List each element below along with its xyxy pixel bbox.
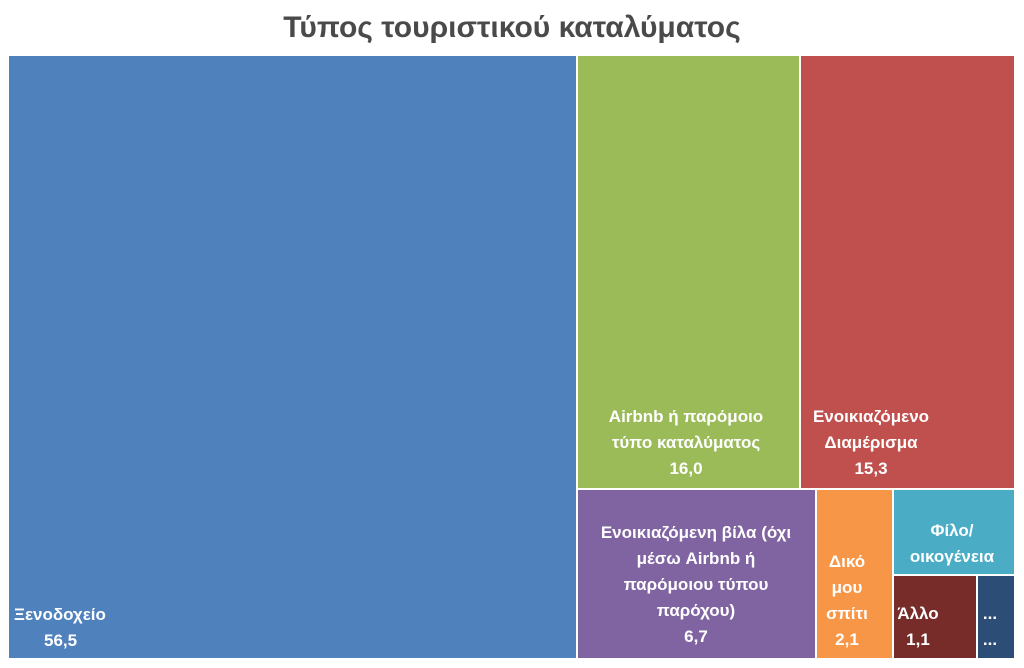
- treemap-tile-rect: [9, 56, 576, 658]
- treemap-tile-rect: [978, 576, 1014, 658]
- treemap-tile: Ξενοδοχείο 56,5: [9, 56, 576, 658]
- treemap-tile: Άλλο 1,1: [894, 576, 976, 658]
- tile-label: Δικό: [829, 552, 865, 571]
- tile-label: παρόχου): [657, 601, 735, 620]
- tile-label: Airbnb ή παρόμοιο: [609, 407, 763, 426]
- treemap-tile: Φίλο/οικογένεια: [894, 490, 1014, 574]
- tile-label: τύπο καταλύματος: [612, 433, 761, 452]
- tile-value-label: 6,7: [684, 627, 708, 646]
- tile-label: μέσω Airbnb ή: [637, 549, 756, 568]
- tile-label: Διαμέρισμα: [824, 433, 918, 452]
- tile-label: μου: [832, 578, 863, 597]
- tile-label: Φίλο/: [930, 521, 973, 540]
- treemap-tile: Ενοικιαζόμενο Διαμέρισμα 15,3: [801, 56, 1014, 488]
- tile-value-label: ...: [983, 630, 997, 649]
- tile-label: ...: [983, 604, 997, 623]
- tile-label: οικογένεια: [910, 547, 995, 566]
- tile-value-label: 2,1: [835, 630, 859, 649]
- tile-value-label: 56,5: [44, 631, 77, 650]
- tile-label: σπίτι: [826, 604, 868, 623]
- chart-title: Τύπος τουριστικού καταλύματος: [283, 11, 741, 44]
- treemap-tile-rect: [578, 56, 799, 488]
- tile-value-label: 16,0: [669, 459, 702, 478]
- tile-label: Ξενοδοχείο: [14, 605, 106, 624]
- treemap-tile-rect: [894, 490, 1014, 574]
- tile-label: Άλλο: [897, 604, 938, 623]
- treemap-tile: ......: [978, 576, 1014, 658]
- treemap-tile: Airbnb ή παρόμοιο τύπο καταλύματος 16,0: [578, 56, 799, 488]
- treemap-tile: Δικό μου σπίτι 2,1: [817, 490, 892, 658]
- tile-label: παρόμοιου τύπου: [624, 575, 769, 594]
- tile-value-label: 15,3: [854, 459, 887, 478]
- treemap-tile: Ενοικιαζόμενη βίλα (όχι μέσω Airbnb ή παρό…: [578, 490, 815, 658]
- treemap-tile-rect: [817, 490, 892, 658]
- tile-label: Ενοικιαζόμενο: [813, 407, 929, 426]
- tile-label: Ενοικιαζόμενη βίλα (όχι: [601, 523, 792, 542]
- treemap-tile-rect: [801, 56, 1014, 488]
- tile-value-label: 1,1: [906, 630, 930, 649]
- treemap-tile-rect: [894, 576, 976, 658]
- treemap-tile-rect: [578, 490, 815, 658]
